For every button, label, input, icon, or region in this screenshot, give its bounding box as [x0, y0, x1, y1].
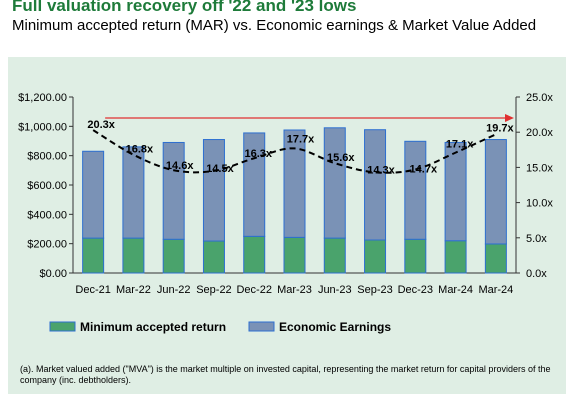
x-axis-tick-label: Dec-23 — [398, 284, 433, 296]
mva-data-label: 15.6x — [327, 152, 355, 164]
mva-data-label: 14.3x — [367, 164, 395, 176]
bar-economic-earnings — [82, 150, 105, 239]
mva-line — [92, 129, 497, 174]
bar-minimum-accepted-return — [202, 240, 225, 274]
bar-minimum-accepted-return — [283, 236, 306, 274]
bar-economic-earnings — [243, 132, 266, 237]
chart-subtitle: Minimum accepted return (MAR) vs. Econom… — [12, 17, 537, 34]
bar-economic-earnings — [283, 129, 306, 238]
legend: Minimum accepted return Economic Earnings — [49, 320, 391, 334]
footnote: (a). Market valued added ("MVA") is the … — [20, 364, 551, 385]
bar-economic-earnings — [122, 146, 145, 239]
bar-minimum-accepted-return — [323, 237, 346, 274]
left-axis-tick-label: $0.00 — [39, 268, 67, 280]
x-axis-tick-label: Mar-23 — [277, 284, 312, 296]
mva-data-label: 14.7x — [410, 164, 438, 176]
bar-minimum-accepted-return — [82, 237, 105, 274]
x-axis-tick-label: Mar-22 — [116, 284, 151, 296]
bar-economic-earnings — [404, 140, 427, 240]
right-axis-tick-label: 10.0x — [526, 198, 553, 210]
mva-data-label: 17.1x — [446, 139, 474, 151]
axes: $0.00 $200.00 $400.00 $600.00 $800.00 $1,000.… — [18, 92, 553, 296]
mva-data-label: 14.5x — [206, 163, 234, 175]
chart-title: Full valuation recovery off '22 and '23 … — [12, 0, 357, 15]
x-axis-tick-label: Jun-22 — [157, 284, 191, 296]
x-axis-tick-label: Dec-22 — [236, 284, 271, 296]
mva-data-label: 16.8x — [126, 144, 154, 156]
mva-data-label: 19.7x — [486, 122, 514, 134]
bar-economic-earnings — [323, 127, 346, 239]
bar-economic-earnings — [202, 139, 225, 242]
x-axis-tick-label: Mar-24 — [438, 284, 473, 296]
x-axis-tick-label: Sep-23 — [357, 284, 392, 296]
right-axis-tick-label: 20.0x — [526, 127, 553, 139]
bar-economic-earnings — [444, 141, 467, 242]
bar-economic-earnings — [484, 139, 507, 245]
bar-minimum-accepted-return — [243, 235, 266, 274]
left-axis-tick-label: $200.00 — [27, 239, 67, 251]
bar-minimum-accepted-return — [404, 238, 427, 274]
left-axis-tick-label: $800.00 — [27, 151, 67, 163]
bars — [82, 127, 507, 274]
legend-swatch — [49, 321, 76, 332]
legend-swatch — [248, 321, 275, 332]
bar-economic-earnings — [162, 141, 185, 240]
right-axis-tick-label: 0.0x — [526, 268, 547, 280]
legend-label: Minimum accepted return — [80, 320, 226, 334]
x-axis-tick-label: Mar-24 — [478, 284, 513, 296]
left-axis-tick-label: $1,000.00 — [18, 121, 67, 133]
mva-data-label: 17.7x — [287, 133, 315, 145]
trend-arrow-head — [505, 114, 514, 122]
trend-arrow-group — [105, 114, 514, 122]
bar-minimum-accepted-return — [444, 240, 467, 274]
mva-data-label: 20.3x — [87, 119, 115, 131]
mva-data-label: 16.3x — [244, 148, 272, 160]
right-axis-tick-label: 15.0x — [526, 162, 553, 174]
bar-minimum-accepted-return — [162, 238, 185, 274]
x-axis-tick-label: Sep-22 — [196, 284, 231, 296]
right-axis-tick-label: 25.0x — [526, 92, 553, 104]
mva-line-group: 20.3x 16.8x 14.6x 14.5x 16.3x 17.7x 15.6x 14.3x… — [87, 119, 514, 176]
x-axis-tick-label: Jun-23 — [318, 284, 352, 296]
right-axis-tick-label: 5.0x — [526, 233, 547, 245]
left-axis-tick-label: $600.00 — [27, 180, 67, 192]
bar-minimum-accepted-return — [364, 239, 387, 274]
x-axis-tick-label: Dec-21 — [75, 284, 110, 296]
left-axis-tick-label: $1,200.00 — [18, 92, 67, 104]
bar-minimum-accepted-return — [122, 237, 145, 274]
legend-label: Economic Earnings — [279, 320, 391, 334]
mva-data-label: 14.6x — [166, 160, 194, 172]
bar-economic-earnings — [364, 129, 387, 241]
bar-minimum-accepted-return — [484, 243, 507, 274]
left-axis-tick-label: $400.00 — [27, 209, 67, 221]
